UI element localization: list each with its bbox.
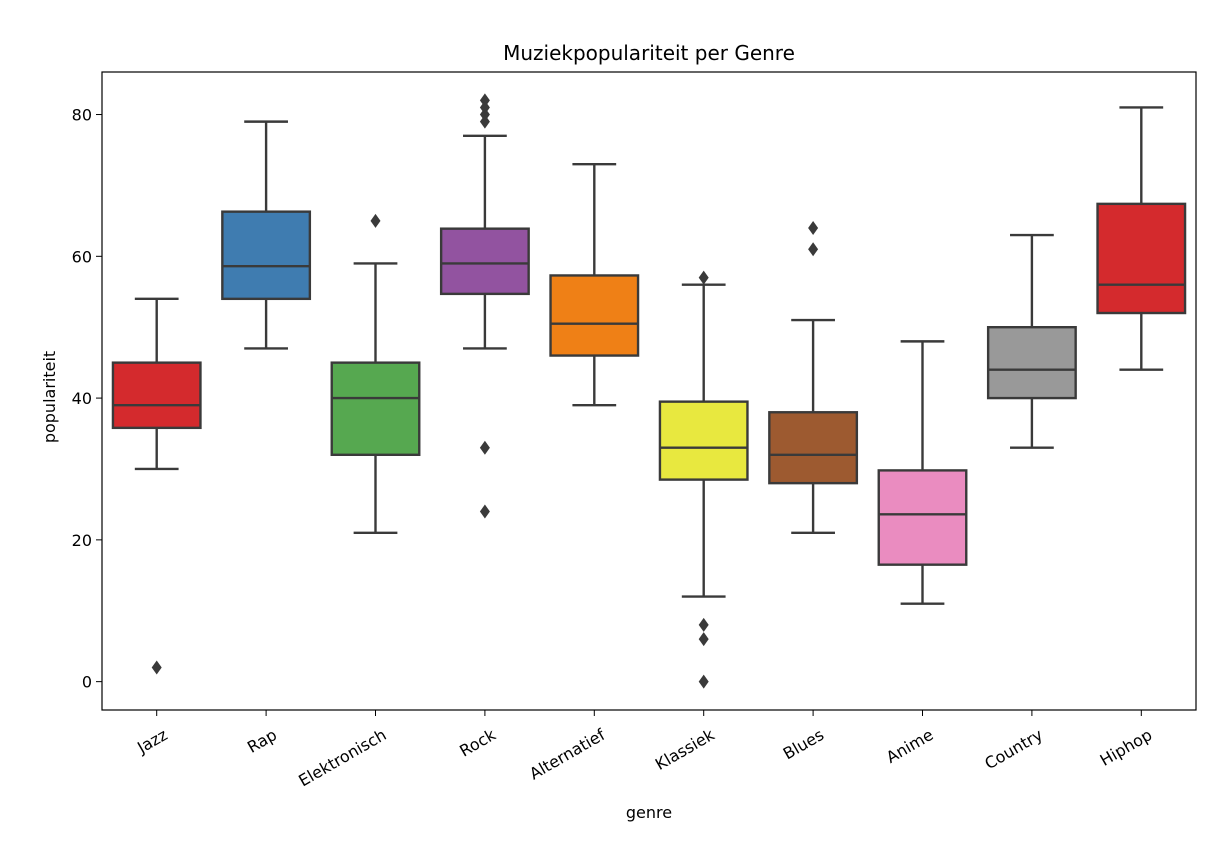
x-tick-label: Jazz	[133, 725, 170, 758]
y-tick-label: 40	[72, 389, 92, 408]
x-tick-label: Klassiek	[652, 725, 718, 774]
outlier-point	[370, 213, 381, 228]
outlier-point	[479, 440, 490, 455]
x-tick-label: Rap	[244, 725, 280, 757]
outlier-point	[479, 100, 490, 115]
outlier-point	[698, 270, 709, 285]
outlier-point	[479, 107, 490, 122]
box-country	[986, 326, 1077, 400]
chart-title: Muziekpopulariteit per Genre	[503, 41, 795, 65]
outlier-point	[479, 93, 490, 108]
y-tick-label: 0	[82, 673, 92, 692]
box-blues	[768, 411, 859, 485]
x-tick-label: Rock	[456, 725, 499, 761]
box-elektronisch	[330, 361, 421, 456]
x-tick-label: Elektronisch	[295, 725, 389, 790]
box-rock	[439, 227, 530, 296]
x-tick-label: Blues	[780, 725, 827, 763]
outlier-point	[808, 220, 819, 235]
x-axis-label: genre	[626, 803, 672, 822]
box-klassiek	[658, 400, 749, 481]
outlier-point	[479, 114, 490, 129]
y-tick-label: 20	[72, 531, 92, 550]
x-tick-label: Anime	[883, 725, 937, 767]
x-tick-label: Hiphop	[1097, 725, 1156, 770]
box-alternatief	[549, 274, 640, 357]
y-axis-label: populariteit	[40, 351, 59, 443]
plot-frame	[101, 71, 1197, 711]
y-tick-label: 80	[72, 106, 92, 125]
y-tick-label: 60	[72, 247, 92, 266]
x-tick-label: Alternatief	[526, 725, 609, 784]
outlier-point	[698, 674, 709, 689]
x-tick-label: Country	[981, 725, 1046, 773]
outlier-point	[698, 617, 709, 632]
box-hiphop	[1096, 202, 1187, 315]
box-anime	[877, 469, 968, 566]
outlier-point	[808, 242, 819, 257]
outlier-point	[698, 632, 709, 647]
box-rap	[221, 210, 312, 301]
outlier-point	[151, 660, 162, 675]
box-jazz	[111, 361, 202, 430]
outlier-point	[479, 504, 490, 519]
